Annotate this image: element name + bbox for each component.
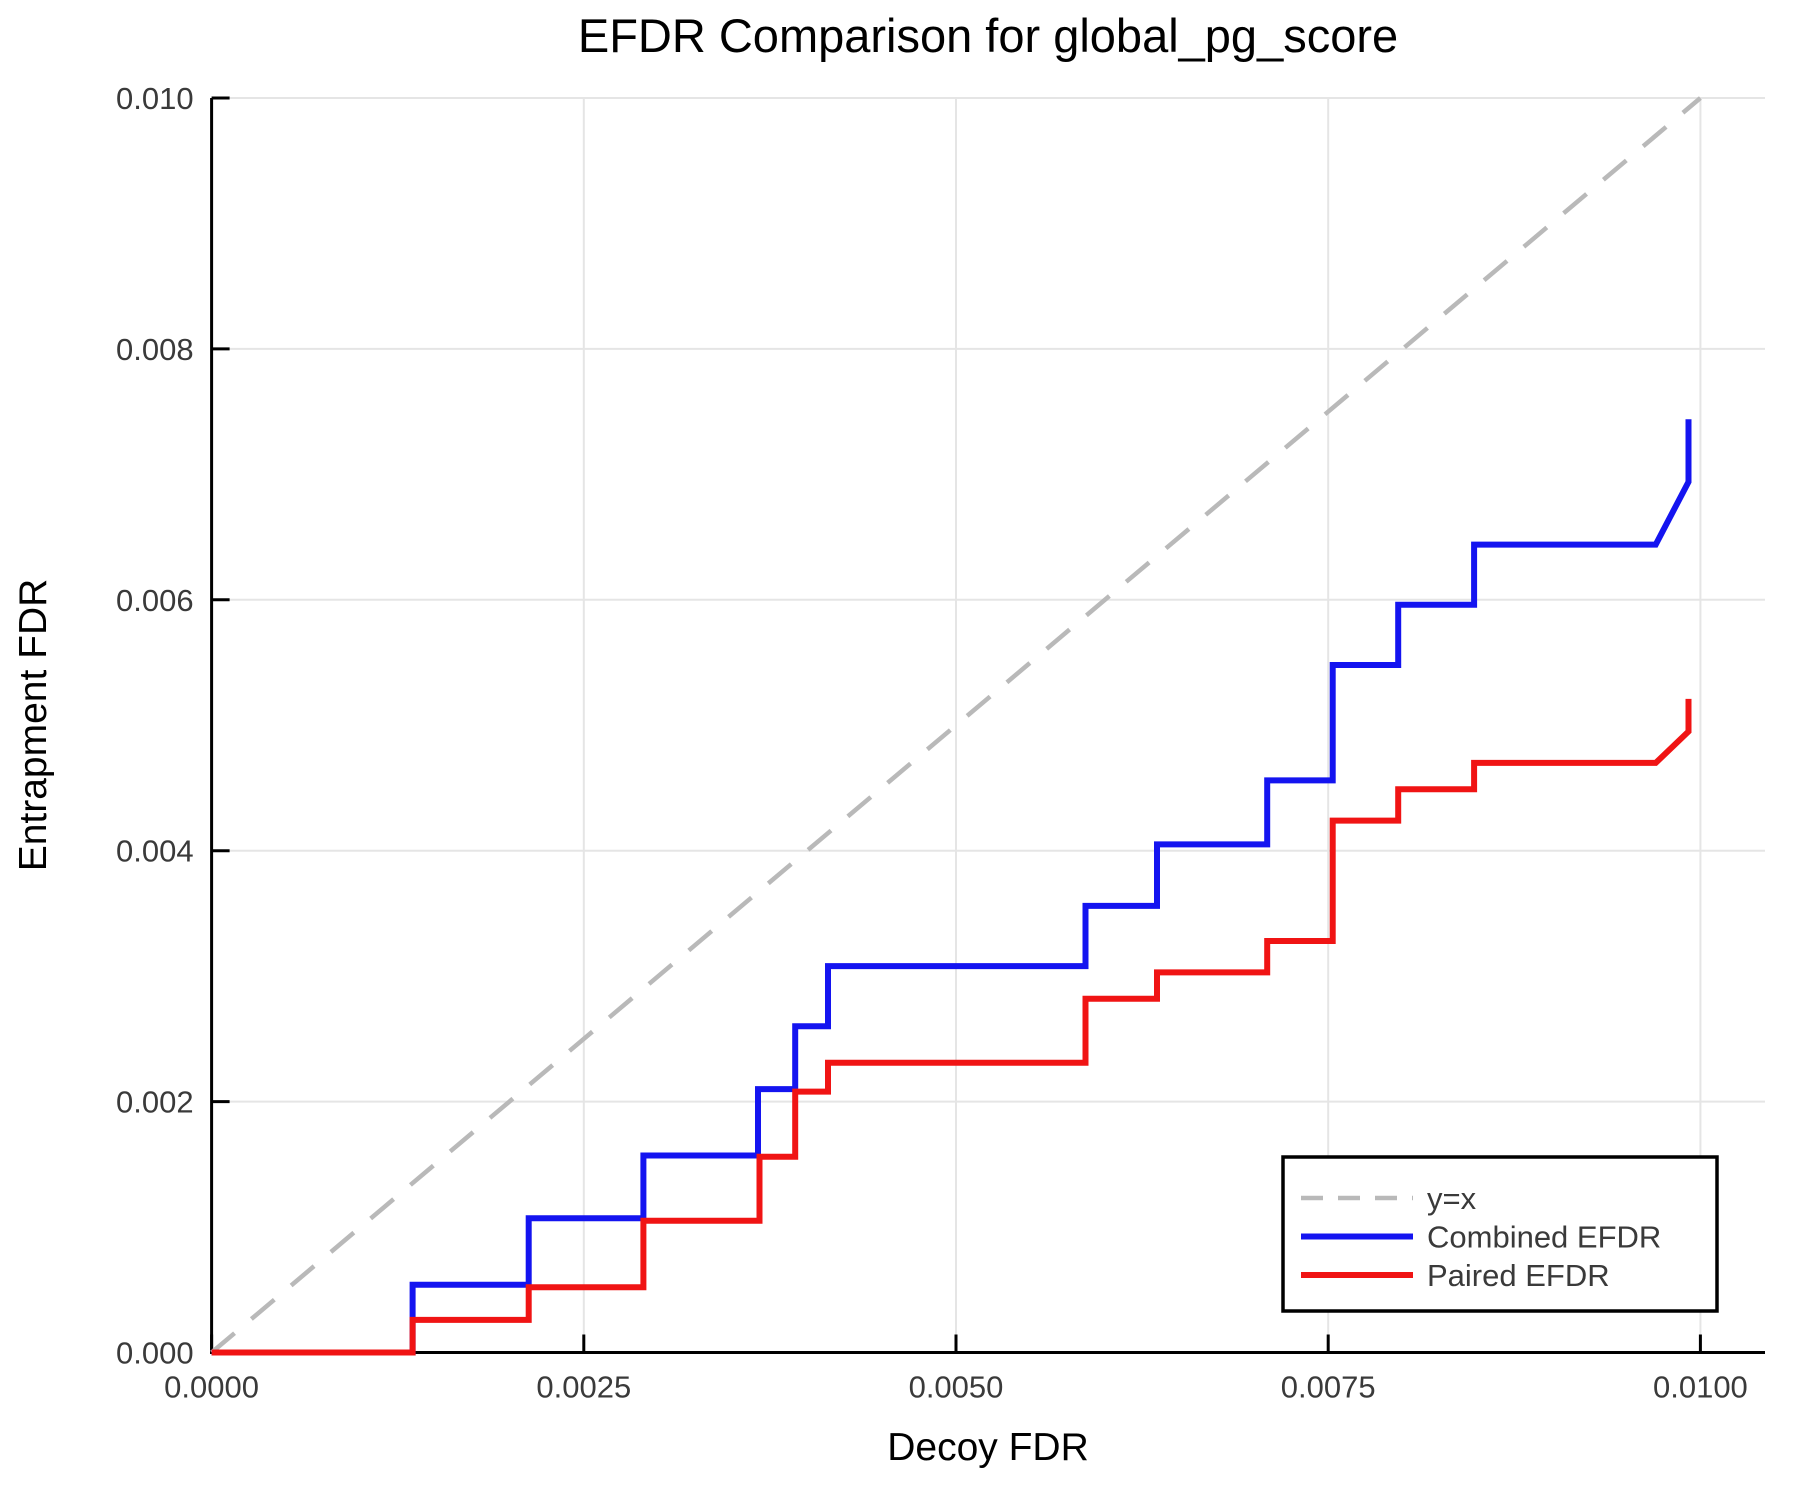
y-tick-label: 0.004 — [116, 834, 194, 869]
series-paired-efdr-path — [211, 698, 1692, 1356]
y-tick-label: 0.006 — [116, 583, 194, 618]
x-tick-label: 0.0100 — [1653, 1370, 1748, 1405]
legend-label: y=x — [1427, 1181, 1477, 1216]
x-tick-label: 0.0000 — [164, 1370, 259, 1405]
y-tick-label: 0.000 — [116, 1336, 194, 1371]
y-tick-label: 0.010 — [116, 81, 194, 116]
x-tick-label: 0.0050 — [909, 1370, 1004, 1405]
x-axis-label: Decoy FDR — [887, 1426, 1089, 1469]
x-tick-label: 0.0075 — [1281, 1370, 1376, 1405]
x-tick-label: 0.0025 — [536, 1370, 631, 1405]
y-tick-label: 0.008 — [116, 332, 194, 367]
legend-label: Combined EFDR — [1427, 1220, 1661, 1255]
series-y-x-path — [210, 96, 1702, 1355]
tick-labels: 0.0000 0.0025 0.0050 0.0075 0.0100 0.000 0.002… — [116, 81, 1748, 1405]
series-combined-efdr-path — [211, 419, 1692, 1356]
y-tick-label: 0.002 — [116, 1085, 194, 1120]
chart-title: EFDR Comparison for global_pg_score — [578, 9, 1398, 62]
data-series — [210, 96, 1702, 1356]
legend-label: Paired EFDR — [1427, 1258, 1610, 1293]
gridlines — [211, 97, 1765, 1353]
y-axis-label: Entrapment FDR — [12, 579, 55, 872]
